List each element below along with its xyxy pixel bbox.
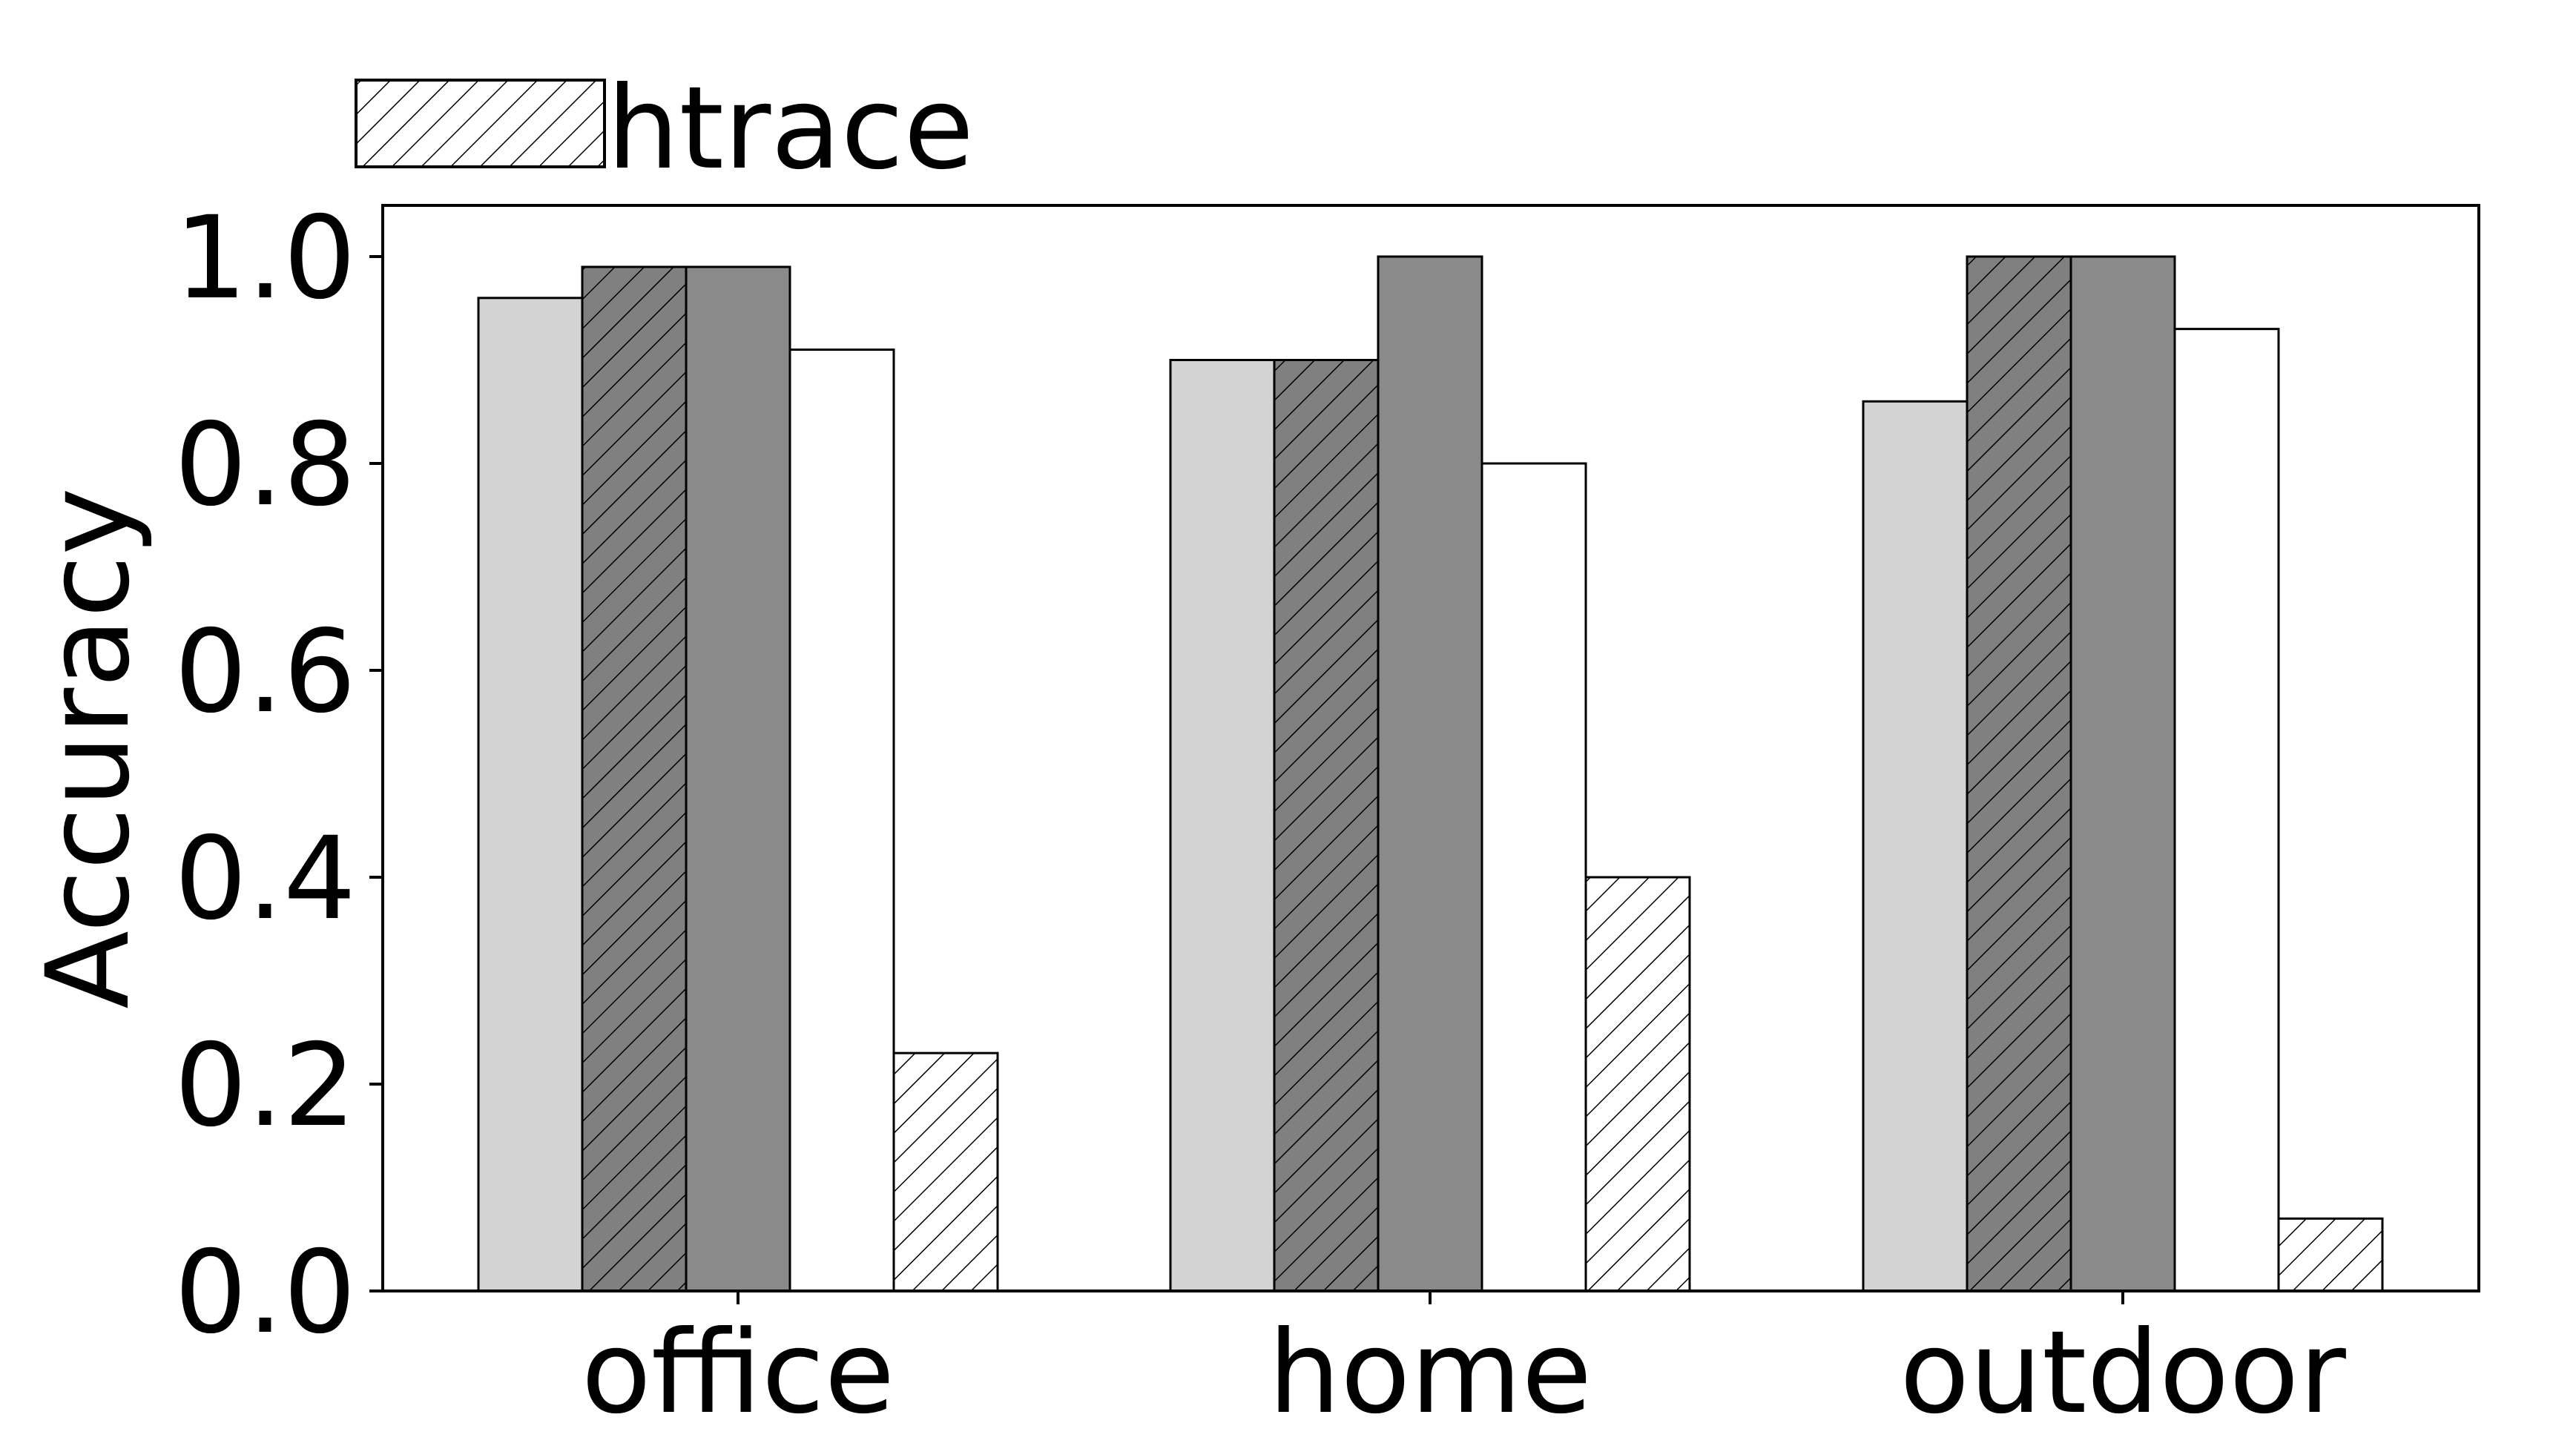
x-tick-label-office: office (582, 1307, 895, 1439)
legend: htrace (355, 62, 974, 195)
bar-outdoor-series-2 (1966, 255, 2072, 1292)
bar-office-series-2 (581, 265, 688, 1292)
bar-home-series-3 (1377, 255, 1483, 1292)
legend-swatch-htrace (355, 79, 606, 168)
x-tick-label-outdoor: outdoor (1900, 1307, 2346, 1439)
y-tick-label: 0.2 (174, 1020, 356, 1152)
y-axis-label: Accuracy (22, 487, 155, 1008)
y-axis-ticks: 0.0 0.2 0.4 0.6 0.8 1.0 (174, 192, 383, 1359)
bar-home-series-2 (1273, 359, 1380, 1292)
y-tick-label: 0.6 (174, 606, 356, 739)
y-tick-label: 0.4 (174, 813, 356, 945)
y-tick-label: 1.0 (174, 192, 356, 325)
legend-label-htrace: htrace (607, 62, 974, 195)
x-axis-ticks: office home outdoor (582, 1291, 2347, 1439)
bar-office-series-4 (788, 349, 895, 1292)
plot-frame (381, 204, 2480, 1292)
bar-home-series-1 (1169, 359, 1276, 1292)
bar-outdoor-series-3 (2069, 255, 2176, 1292)
bar-home-series-5 (1584, 876, 1691, 1292)
x-tick-label-home: home (1268, 1307, 1592, 1439)
bar-office-series-1 (477, 297, 584, 1292)
bar-outdoor-series-1 (1862, 400, 1969, 1292)
bar-office-series-5 (892, 1051, 999, 1292)
bars (477, 255, 2384, 1292)
bar-outdoor-series-4 (2173, 328, 2280, 1292)
y-tick-label: 0.8 (174, 399, 356, 532)
bar-office-series-3 (685, 265, 791, 1292)
bar-home-series-4 (1480, 462, 1587, 1292)
bar-outdoor-series-5 (2277, 1217, 2384, 1292)
y-tick-label: 0.0 (174, 1226, 356, 1359)
